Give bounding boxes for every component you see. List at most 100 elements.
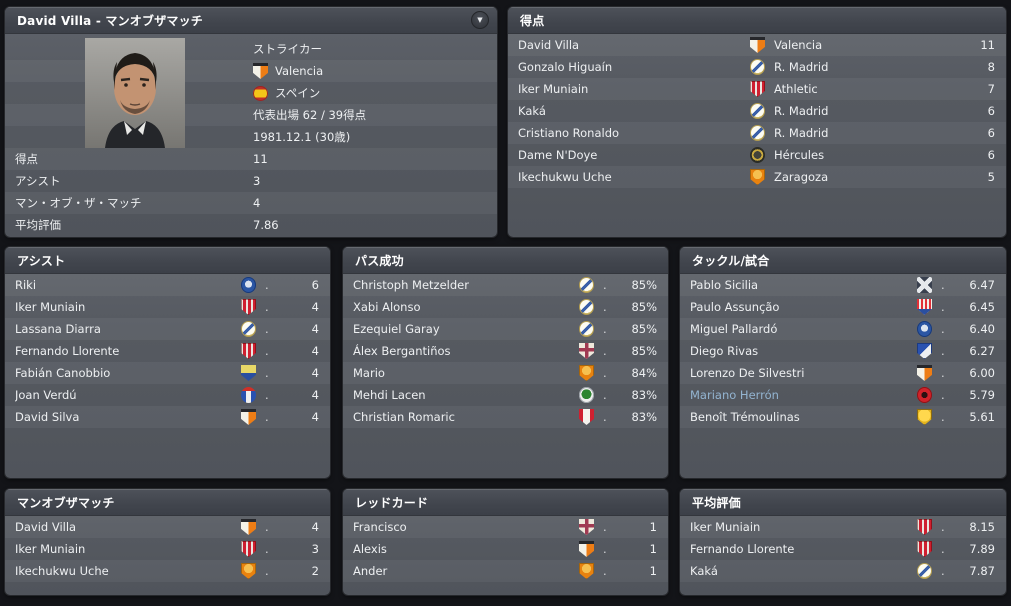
- table-row[interactable]: Cristiano Ronaldo R. Madrid 6: [508, 122, 1006, 144]
- table-row[interactable]: Ezequiel Garay. 85%: [343, 318, 668, 340]
- profile-body: ストライカー Valencia スペイン 代表出場 62 / 39得点 1981…: [5, 34, 497, 236]
- table-row[interactable]: David Villa. 4: [5, 516, 330, 538]
- player-name[interactable]: Iker Muniain: [518, 82, 589, 96]
- player-name[interactable]: David Villa: [518, 38, 580, 52]
- player-name[interactable]: Iker Muniain: [690, 520, 761, 534]
- table-row[interactable]: Fernando Llorente. 7.89: [680, 538, 1006, 560]
- player-name[interactable]: Paulo Assunção: [690, 300, 780, 314]
- player-name[interactable]: Ezequiel Garay: [353, 322, 440, 336]
- truncation-dot: .: [265, 300, 269, 314]
- player-name[interactable]: Miguel Pallardó: [690, 322, 778, 336]
- stat-value: 4: [311, 322, 319, 336]
- player-name[interactable]: Pablo Sicilia: [690, 278, 759, 292]
- table-row[interactable]: Mariano Herrón. 5.79: [680, 384, 1006, 406]
- player-name[interactable]: Ikechukwu Uche: [15, 564, 109, 578]
- player-name[interactable]: Benoît Trémoulinas: [690, 410, 800, 424]
- table-row[interactable]: Dame N'Doye Hércules 6: [508, 144, 1006, 166]
- player-name[interactable]: Christian Romaric: [353, 410, 455, 424]
- table-row[interactable]: Iker Muniain. 8.15: [680, 516, 1006, 538]
- player-name[interactable]: Fernando Llorente: [15, 344, 120, 358]
- player-name[interactable]: Kaká: [690, 564, 718, 578]
- player-name[interactable]: Álex Bergantiños: [353, 344, 451, 358]
- table-row[interactable]: Ander. 1: [343, 560, 668, 582]
- player-club[interactable]: Valencia: [275, 64, 324, 78]
- table-row[interactable]: Mario. 84%: [343, 362, 668, 384]
- truncation-dot: .: [265, 278, 269, 292]
- table-row[interactable]: Álex Bergantiños. 85%: [343, 340, 668, 362]
- club-badge-rmadrid-icon: [579, 277, 594, 293]
- player-name[interactable]: Kaká: [518, 104, 546, 118]
- player-name[interactable]: Ander: [353, 564, 388, 578]
- player-name[interactable]: Diego Rivas: [690, 344, 759, 358]
- player-name[interactable]: Riki: [15, 278, 37, 292]
- truncation-dot: .: [265, 344, 269, 358]
- player-name[interactable]: Alexis: [353, 542, 387, 556]
- table-row[interactable]: Xabi Alonso. 85%: [343, 296, 668, 318]
- player-name[interactable]: Ikechukwu Uche: [518, 170, 612, 184]
- player-name[interactable]: David Villa: [15, 520, 77, 534]
- table-row[interactable]: Riki. 6: [5, 274, 330, 296]
- club-badge-athletic-icon: [241, 541, 256, 557]
- player-name[interactable]: Iker Muniain: [15, 300, 86, 314]
- player-name[interactable]: Iker Muniain: [15, 542, 86, 556]
- club-badge-deportivo-icon: [579, 343, 594, 359]
- table-row[interactable]: Lassana Diarra. 4: [5, 318, 330, 340]
- player-name[interactable]: Lorenzo De Silvestri: [690, 366, 805, 380]
- table-row[interactable]: Lorenzo De Silvestri. 6.00: [680, 362, 1006, 384]
- stat-value: 83%: [631, 388, 657, 402]
- player-name[interactable]: Mehdi Lacen: [353, 388, 426, 402]
- profile-row-club[interactable]: Valencia: [5, 60, 497, 82]
- player-name[interactable]: Fernando Llorente: [690, 542, 795, 556]
- player-photo: [85, 38, 185, 148]
- table-row[interactable]: Fernando Llorente. 4: [5, 340, 330, 362]
- table-row[interactable]: Alexis. 1: [343, 538, 668, 560]
- player-name[interactable]: Fabián Canobbio: [15, 366, 111, 380]
- table-row[interactable]: Paulo Assunção. 6.45: [680, 296, 1006, 318]
- player-name[interactable]: Lassana Diarra: [15, 322, 101, 336]
- player-name[interactable]: Francisco: [353, 520, 407, 534]
- stat-label: 平均評価: [15, 218, 61, 232]
- player-profile-panel: David Villa - マンオブザマッチ ▼ ストライカー Valencia…: [5, 7, 497, 237]
- table-row[interactable]: Francisco. 1: [343, 516, 668, 538]
- player-name[interactable]: Joan Verdú: [15, 388, 77, 402]
- table-row[interactable]: Miguel Pallardó. 6.40: [680, 318, 1006, 340]
- table-row[interactable]: Ikechukwu Uche Zaragoza 5: [508, 166, 1006, 188]
- table-row[interactable]: Gonzalo Higuaín R. Madrid 8: [508, 56, 1006, 78]
- table-row[interactable]: Iker Muniain. 4: [5, 296, 330, 318]
- table-row[interactable]: David Villa Valencia 11: [508, 34, 1006, 56]
- stat-label: マン・オブ・ザ・マッチ: [15, 196, 142, 210]
- profile-row-position: ストライカー: [5, 38, 497, 60]
- table-row[interactable]: Kaká R. Madrid 6: [508, 100, 1006, 122]
- player-name[interactable]: Mario: [353, 366, 385, 380]
- table-row[interactable]: Christian Romaric. 83%: [343, 406, 668, 428]
- table-row[interactable]: Pablo Sicilia. 6.47: [680, 274, 1006, 296]
- player-name[interactable]: Gonzalo Higuaín: [518, 60, 613, 74]
- player-nation[interactable]: スペイン: [275, 86, 321, 100]
- table-row[interactable]: Joan Verdú. 4: [5, 384, 330, 406]
- player-name[interactable]: Cristiano Ronaldo: [518, 126, 620, 140]
- profile-row-nation[interactable]: スペイン: [5, 82, 497, 104]
- truncation-dot: .: [265, 542, 269, 556]
- player-name[interactable]: Xabi Alonso: [353, 300, 421, 314]
- player-name[interactable]: Mariano Herrón: [690, 388, 779, 402]
- table-row[interactable]: Iker Muniain Athletic 7: [508, 78, 1006, 100]
- club-badge-rmadrid-icon: [579, 299, 594, 315]
- truncation-dot: .: [603, 542, 607, 556]
- player-name[interactable]: David Silva: [15, 410, 80, 424]
- table-row[interactable]: Ikechukwu Uche. 2: [5, 560, 330, 582]
- table-row[interactable]: Mehdi Lacen. 83%: [343, 384, 668, 406]
- table-row[interactable]: Christoph Metzelder. 85%: [343, 274, 668, 296]
- table-row[interactable]: David Silva. 4: [5, 406, 330, 428]
- page-title: David Villa - マンオブザマッチ: [17, 13, 204, 28]
- player-name[interactable]: Christoph Metzelder: [353, 278, 469, 292]
- truncation-dot: .: [941, 278, 945, 292]
- table-row[interactable]: Fabián Canobbio. 4: [5, 362, 330, 384]
- table-row[interactable]: Benoît Trémoulinas. 5.61: [680, 406, 1006, 428]
- club-badge-sevilla-icon: [579, 409, 594, 425]
- table-row[interactable]: Iker Muniain. 3: [5, 538, 330, 560]
- player-name[interactable]: Dame N'Doye: [518, 148, 598, 162]
- table-row[interactable]: Kaká. 7.87: [680, 560, 1006, 582]
- table-row[interactable]: Diego Rivas. 6.27: [680, 340, 1006, 362]
- panel-title: パス成功: [355, 253, 404, 268]
- dropdown-button[interactable]: ▼: [471, 11, 489, 29]
